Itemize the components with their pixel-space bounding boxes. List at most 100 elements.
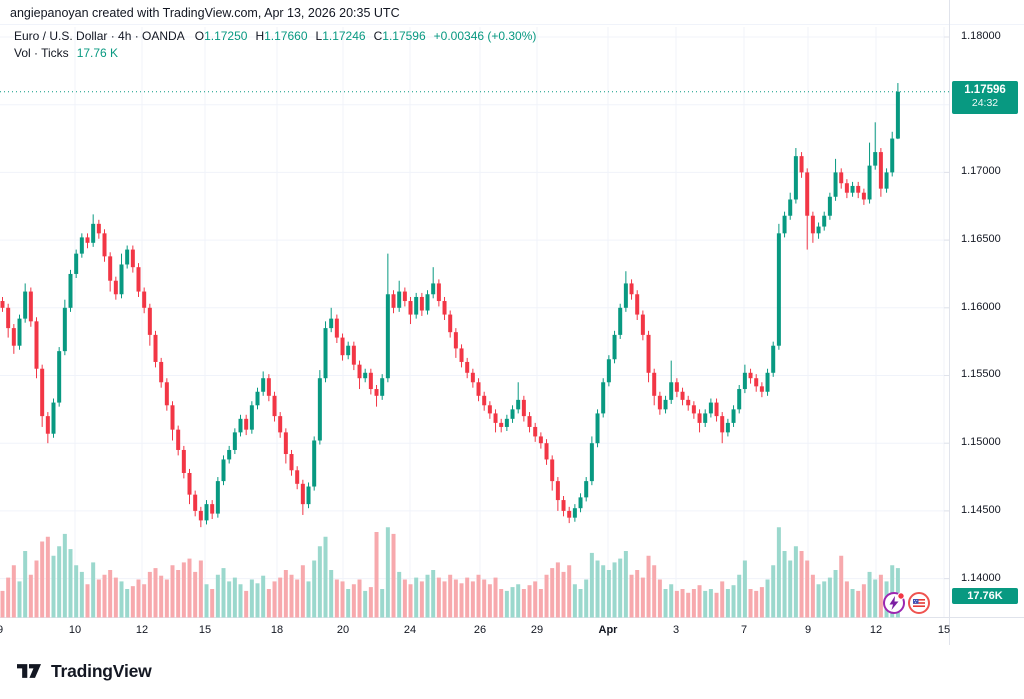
volume-bar [782,551,787,618]
candle-body [850,185,855,193]
candle-body [74,253,79,274]
volume-bar [470,581,475,618]
candle-body [334,318,339,338]
symbol-title[interactable]: Euro / U.S. Dollar · 4h · OANDA [14,29,185,43]
time-axis-label: 10 [68,624,82,636]
volume-bar [873,579,878,618]
volume-bar [74,565,79,618]
candle-body [130,249,135,268]
volume-bar [504,590,509,618]
candle-body [147,307,152,335]
candle-body [272,395,277,417]
candle-body [521,399,526,417]
volume-bar [686,592,691,618]
volume-bar [113,577,118,618]
volume-bar [62,533,67,618]
tradingview-logo[interactable]: TradingView [14,659,152,683]
volume-bar [357,579,362,618]
volume-bar [96,579,101,618]
candle-body [884,172,889,189]
candle-body [714,402,719,417]
us-flag-event-icon[interactable] [907,591,931,615]
candle-body [261,378,266,392]
volume-value: 17.76 K [76,46,119,60]
time-axis-label: 29 [530,624,544,636]
volume-bar [261,575,266,618]
volume-bar [867,571,872,618]
candle-body [300,483,305,505]
volume-bar [164,579,169,618]
volume-bar [465,577,470,618]
volume-bar [629,574,634,618]
candle-body [510,409,515,419]
volume-bar [346,589,351,618]
volume-bar [652,565,657,618]
volume-bar [0,590,5,618]
volume-bar [646,555,651,618]
volume-bar [606,570,611,618]
volume-bar [193,571,198,618]
candle-body [312,440,317,487]
candle-body [431,283,436,295]
volume-bar [329,570,334,618]
candle-body [204,504,209,521]
candle-body [255,391,260,406]
candle-body [861,192,866,200]
candle-body [51,402,56,434]
event-markers [882,591,932,615]
volume-bar [850,589,855,618]
volume-bar [618,558,623,618]
volume-bar [742,560,747,618]
overlays [0,36,950,580]
candle-body [108,256,113,281]
candle-body [748,372,753,379]
volume-bar [266,589,271,618]
time-axis-label: 9 [804,624,812,636]
economic-event-icon[interactable] [882,591,906,615]
candle-body [266,378,271,396]
volume-bar [6,577,11,618]
price-axis-label: 1.16000 [961,301,1001,313]
volume-bar [538,589,543,618]
candle-body [17,318,22,346]
candle-body [351,345,356,365]
candle-body [249,405,254,430]
volume-badge: 17.76K [952,588,1018,604]
symbol-legend[interactable]: Euro / U.S. Dollar · 4h · OANDA O1.17250… [14,29,536,43]
volume-bar [34,560,39,618]
volume-bar [788,560,793,618]
volume-bar [487,584,492,618]
volume-bar [805,560,810,618]
volume-bar [249,579,254,618]
candle-body [329,318,334,329]
volume-bar [414,577,419,618]
time-axis-label: 18 [270,624,284,636]
bar-countdown: 24:32 [971,97,999,110]
volume-bar [125,589,130,618]
volume-legend[interactable]: Vol · Ticks 17.76 K [14,46,118,60]
volume-bar [765,579,770,618]
volume-bar [527,585,532,618]
candle-body [873,152,878,166]
volume-bar [244,590,249,618]
volume-bar [57,546,62,618]
candle-body [822,215,827,227]
candle-body [414,296,419,315]
candle-body [187,472,192,495]
candle-body [244,418,249,430]
candle-body [170,405,175,430]
candle-body [425,294,430,311]
ohlc-close: C1.17596 [373,29,426,43]
ohlc-open: O1.17250 [194,29,248,43]
candle-body [380,378,385,396]
candle-body [731,409,736,423]
chart-canvas[interactable] [0,0,1024,645]
candle-body [516,399,521,410]
candle-body [125,249,130,265]
candle-body [119,264,124,295]
candle-body [816,226,821,234]
ohlc-low: L1.17246 [315,29,366,43]
candle-body [391,294,396,308]
volume-bar [578,589,583,618]
candle-body [232,432,237,450]
